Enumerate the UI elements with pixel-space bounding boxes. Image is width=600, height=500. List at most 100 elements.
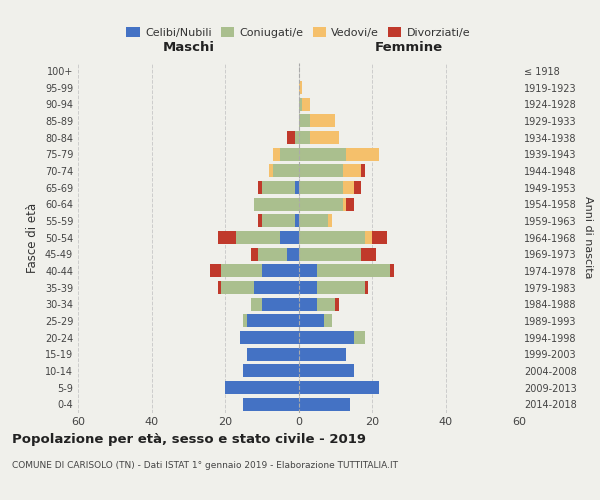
Bar xyxy=(299,314,332,328)
Bar xyxy=(273,148,299,160)
Bar xyxy=(244,398,299,410)
Bar xyxy=(299,231,372,244)
Bar xyxy=(218,281,299,294)
Bar xyxy=(299,98,310,110)
Bar xyxy=(299,248,361,260)
Bar xyxy=(221,281,299,294)
Bar xyxy=(299,398,350,410)
Bar xyxy=(295,131,299,144)
Bar xyxy=(244,364,299,378)
Text: Femmine: Femmine xyxy=(374,41,443,54)
Bar xyxy=(299,264,391,278)
Bar xyxy=(299,348,346,360)
Bar xyxy=(244,314,299,328)
Bar xyxy=(299,148,379,160)
Bar xyxy=(299,231,365,244)
Bar xyxy=(299,164,365,177)
Bar xyxy=(299,364,353,378)
Text: COMUNE DI CARISOLO (TN) - Dati ISTAT 1° gennaio 2019 - Elaborazione TUTTITALIA.I: COMUNE DI CARISOLO (TN) - Dati ISTAT 1° … xyxy=(12,460,398,469)
Bar xyxy=(299,381,379,394)
Bar xyxy=(299,314,332,328)
Bar xyxy=(299,281,317,294)
Bar xyxy=(299,214,332,228)
Y-axis label: Anni di nascita: Anni di nascita xyxy=(583,196,593,279)
Bar xyxy=(299,298,335,310)
Bar xyxy=(269,164,299,177)
Bar xyxy=(299,398,350,410)
Bar xyxy=(262,298,299,310)
Bar xyxy=(299,331,365,344)
Bar xyxy=(236,231,299,244)
Bar xyxy=(225,381,299,394)
Bar xyxy=(244,398,299,410)
Bar xyxy=(225,381,299,394)
Bar xyxy=(299,148,346,160)
Bar xyxy=(295,181,299,194)
Bar xyxy=(299,131,339,144)
Bar xyxy=(244,314,299,328)
Bar xyxy=(247,314,299,328)
Bar xyxy=(287,248,299,260)
Bar xyxy=(244,364,299,378)
Bar xyxy=(299,231,387,244)
Bar xyxy=(299,281,365,294)
Bar xyxy=(299,348,346,360)
Bar xyxy=(299,281,365,294)
Bar xyxy=(262,264,299,278)
Bar xyxy=(299,348,346,360)
Bar xyxy=(247,348,299,360)
Bar xyxy=(287,131,299,144)
Bar xyxy=(240,331,299,344)
Bar xyxy=(299,364,353,378)
Bar xyxy=(299,331,353,344)
Bar xyxy=(244,314,299,328)
Bar xyxy=(299,214,332,228)
Bar xyxy=(299,214,328,228)
Bar xyxy=(244,364,299,378)
Bar xyxy=(254,198,299,210)
Bar xyxy=(236,231,299,244)
Bar xyxy=(299,314,332,328)
Bar xyxy=(299,114,335,128)
Bar xyxy=(244,364,299,378)
Bar xyxy=(258,248,299,260)
Bar xyxy=(299,314,324,328)
Bar xyxy=(299,114,310,128)
Bar xyxy=(299,114,335,128)
Legend: Celibi/Nubili, Coniugati/e, Vedovi/e, Divorziati/e: Celibi/Nubili, Coniugati/e, Vedovi/e, Di… xyxy=(122,22,475,42)
Bar xyxy=(299,81,302,94)
Bar xyxy=(211,264,299,278)
Bar xyxy=(299,198,353,210)
Bar xyxy=(299,281,368,294)
Bar xyxy=(299,264,394,278)
Text: Maschi: Maschi xyxy=(162,41,214,54)
Bar xyxy=(299,298,317,310)
Bar xyxy=(299,98,302,110)
Bar xyxy=(299,198,346,210)
Bar xyxy=(299,248,361,260)
Bar xyxy=(280,231,299,244)
Bar xyxy=(299,248,376,260)
Bar xyxy=(280,148,299,160)
Bar xyxy=(299,81,302,94)
Bar xyxy=(299,398,350,410)
Bar xyxy=(299,348,346,360)
Bar xyxy=(299,364,353,378)
Bar xyxy=(299,181,343,194)
Bar xyxy=(254,198,299,210)
Bar xyxy=(299,131,339,144)
Bar xyxy=(299,198,343,210)
Bar xyxy=(299,164,343,177)
Text: Popolazione per età, sesso e stato civile - 2019: Popolazione per età, sesso e stato civil… xyxy=(12,432,366,446)
Bar xyxy=(295,214,299,228)
Bar xyxy=(299,181,353,194)
Bar xyxy=(299,298,339,310)
Bar xyxy=(299,98,310,110)
Y-axis label: Fasce di età: Fasce di età xyxy=(26,202,39,272)
Bar xyxy=(299,381,379,394)
Bar xyxy=(258,248,299,260)
Bar xyxy=(225,381,299,394)
Bar xyxy=(218,231,299,244)
Bar xyxy=(251,298,299,310)
Bar xyxy=(299,364,353,378)
